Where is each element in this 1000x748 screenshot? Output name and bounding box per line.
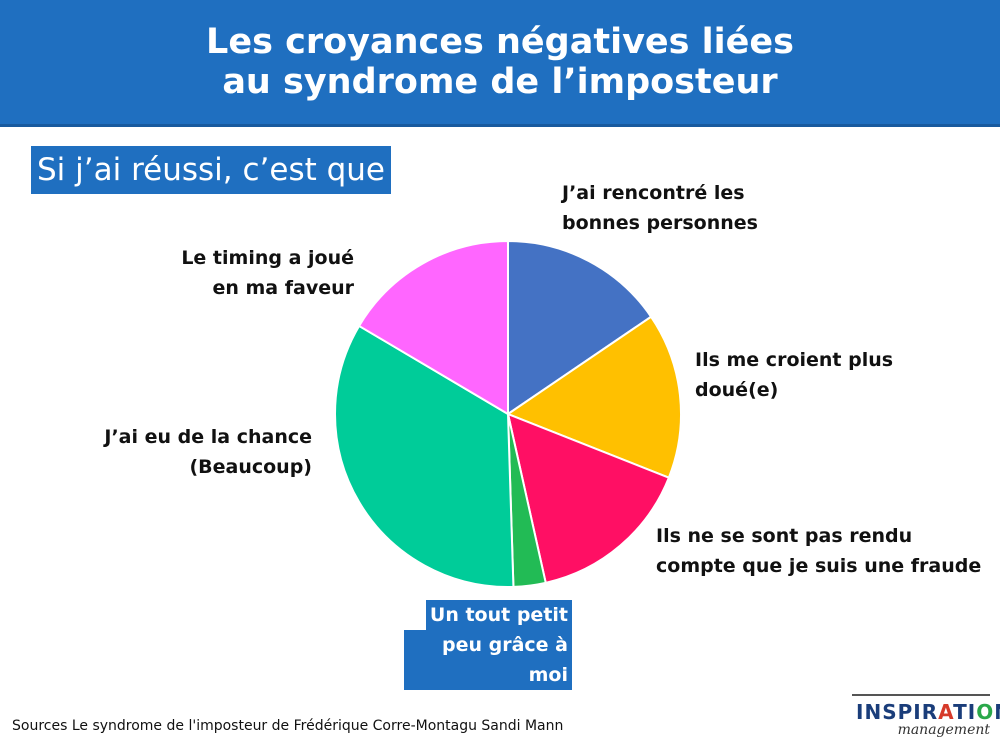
logo-letter: A <box>938 700 954 724</box>
title-line-2: au syndrome de l’imposteur <box>222 62 778 102</box>
title-banner: Les croyances négatives liées au syndrom… <box>0 0 1000 127</box>
logo-letter: N <box>994 700 1000 724</box>
logo-wordmark: INSPIRATIONS <box>856 700 1000 724</box>
label-grace-a-moi: Un tout petit peu grâce à moi <box>404 600 572 690</box>
pie-slice-5 <box>357 239 509 416</box>
title-line-1: Les croyances négatives liées <box>206 22 794 62</box>
logo-subtext: management <box>897 722 990 738</box>
label-timing: Le timing a joué en ma faveur <box>181 247 354 299</box>
label-bonnes-personnes: J’ai rencontré les bonnes personnes <box>562 182 758 234</box>
subtitle: Si j’ai réussi, c’est que <box>31 146 392 194</box>
label-fraude: Ils ne se sont pas rendu compte que je s… <box>656 525 982 577</box>
logo-letter: O <box>976 700 995 724</box>
logo-letter: S <box>882 700 898 724</box>
logo-letter: I <box>967 700 977 724</box>
inspirations-logo: INSPIRATIONS management <box>848 690 1000 742</box>
label-croient-plus-doue: Ils me croient plus doué(e) <box>695 349 894 401</box>
logo-letter: T <box>953 700 968 724</box>
pie-slice-2 <box>506 412 671 585</box>
pie-slice-1 <box>505 315 682 479</box>
logo-letter: R <box>921 700 939 724</box>
pie-slice-0 <box>507 239 653 416</box>
logo-letter: N <box>864 700 883 724</box>
label-chance: J’ai eu de la chance (Beaucoup) <box>104 426 312 478</box>
logo-letter: I <box>856 700 865 724</box>
logo-rule <box>852 694 990 696</box>
logo-letter: I <box>913 700 922 724</box>
source-note: Sources Le syndrome de l'imposteur de Fr… <box>12 718 564 734</box>
logo-letter: P <box>897 700 914 724</box>
